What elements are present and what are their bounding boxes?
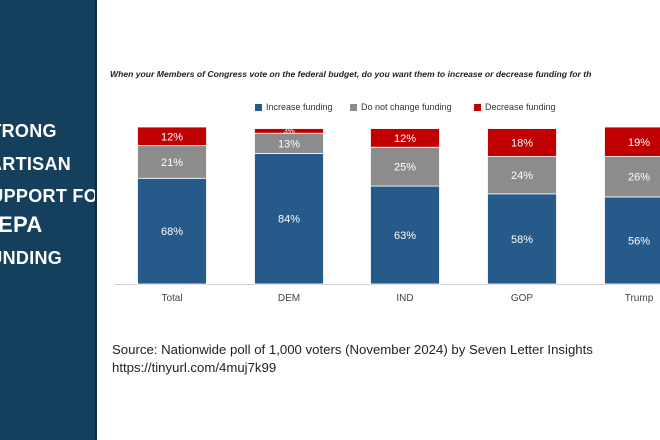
bar-ind-decrease-funding [370, 128, 440, 148]
panel-divider [95, 0, 97, 440]
bar-ind-increase-funding [370, 185, 440, 285]
title-panel: STRONG PARTISAN SUPPORT FOR EPA FUNDING [0, 0, 96, 440]
data-label-ind-do-not-change-funding: 25% [394, 162, 416, 174]
title-line-5: FUNDING [0, 248, 63, 268]
data-label-total-increase-funding: 68% [161, 226, 183, 238]
legend-swatch-increase [255, 103, 262, 111]
bar-gop-do-not-change-funding [487, 156, 557, 195]
legend-item-increase: Increase funding [255, 102, 333, 112]
legend-item-decrease: Decrease funding [474, 102, 556, 112]
bar-trump-decrease-funding [604, 126, 660, 157]
title-line-2: PARTISAN [0, 154, 72, 174]
source-link[interactable]: https://tinyurl.com/4muj7k99 [112, 360, 277, 375]
legend-label-increase: Increase funding [266, 102, 333, 112]
source-text: Source: Nationwide poll of 1,000 voters … [112, 342, 593, 357]
data-label-dem-decrease-funding: 3% [283, 126, 295, 135]
bar-ind-do-not-change-funding [370, 146, 440, 187]
data-label-gop-decrease-funding: 18% [511, 138, 533, 150]
data-label-ind-increase-funding: 63% [394, 230, 416, 242]
bar-trump-increase-funding [604, 196, 660, 285]
legend-label-no-change: Do not change funding [361, 102, 452, 112]
source-note: Source: Nationwide poll of 1,000 voters … [112, 341, 652, 377]
bar-total-do-not-change-funding [137, 145, 207, 179]
bar-dem-decrease-funding [254, 128, 324, 134]
data-label-total-decrease-funding: 12% [161, 131, 183, 143]
x-tick-label-trump: Trump [625, 293, 654, 304]
bar-trump-do-not-change-funding [604, 156, 660, 198]
title-line-3: SUPPORT FOR [0, 186, 96, 206]
data-label-gop-do-not-change-funding: 24% [511, 170, 533, 182]
stacked-bar-chart: 68% 21% 12% Total 84% 13% 3% DEM 63% 25% 12% IND 58%… [115, 126, 660, 304]
x-tick-label-dem: DEM [278, 293, 300, 304]
legend-item-no-change: Do not change funding [350, 102, 452, 112]
data-label-ind-decrease-funding: 12% [394, 133, 416, 145]
data-label-dem-increase-funding: 84% [278, 214, 300, 226]
data-label-total-do-not-change-funding: 21% [161, 157, 183, 169]
bar-gop-increase-funding [487, 193, 557, 285]
bar-total-increase-funding [137, 177, 207, 285]
title-line-4: EPA [0, 212, 43, 237]
title-line-1: STRONG [0, 121, 57, 141]
legend-swatch-decrease [474, 103, 481, 111]
data-label-trump-do-not-change-funding: 26% [628, 172, 650, 184]
legend-label-decrease: Decrease funding [485, 102, 556, 112]
x-tick-label-gop: GOP [511, 293, 534, 304]
x-tick-label-total: Total [161, 293, 182, 304]
data-label-gop-increase-funding: 58% [511, 234, 533, 246]
chart-question: When your Members of Congress vote on th… [110, 69, 592, 79]
data-label-trump-decrease-funding: 19% [628, 137, 650, 149]
bar-gop-decrease-funding [487, 128, 557, 157]
bar-total-decrease-funding [137, 126, 207, 147]
data-label-trump-increase-funding: 56% [628, 235, 650, 247]
data-label-dem-do-not-change-funding: 13% [278, 138, 300, 150]
x-tick-label-ind: IND [396, 293, 413, 304]
legend-swatch-no-change [350, 103, 357, 111]
